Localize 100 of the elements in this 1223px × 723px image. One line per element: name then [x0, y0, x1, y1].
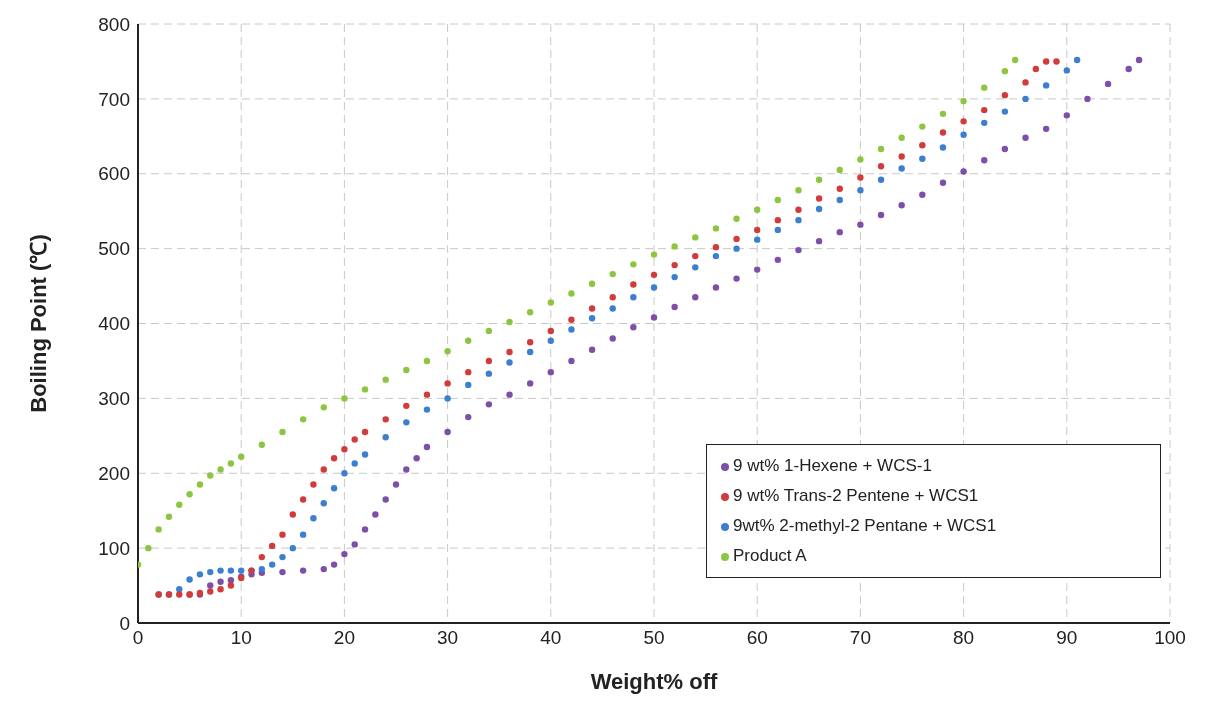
point: [1135, 56, 1143, 64]
y-tick-label: 400: [98, 313, 130, 335]
point: [465, 368, 472, 376]
point: [268, 542, 276, 550]
point: [403, 419, 410, 426]
point: [320, 565, 327, 573]
point: [227, 582, 235, 589]
x-tick-label: 10: [230, 627, 252, 649]
y-tick-label: 800: [98, 13, 130, 35]
x-tick-label: 80: [953, 627, 975, 649]
point: [588, 346, 596, 353]
point: [1084, 95, 1091, 103]
point: [207, 588, 214, 595]
point: [361, 386, 369, 393]
point: [939, 129, 947, 136]
point: [877, 163, 885, 170]
y-tick-label: 700: [98, 88, 130, 110]
point: [382, 496, 389, 503]
y-axis-title: Boiling Point (℃): [25, 234, 51, 413]
point: [981, 119, 988, 127]
point: [960, 97, 967, 105]
point: [836, 185, 843, 192]
point: [207, 568, 214, 576]
point: [217, 586, 224, 593]
point: [526, 380, 534, 387]
point: [919, 155, 926, 162]
point: [165, 513, 173, 520]
point: [630, 281, 637, 288]
point: [774, 216, 782, 224]
point: [382, 376, 389, 383]
point: [1053, 58, 1060, 65]
point: [485, 327, 493, 335]
x-tick-label: 0: [132, 627, 144, 649]
point: [815, 195, 823, 202]
point: [320, 404, 327, 411]
point: [609, 270, 616, 278]
point: [506, 318, 513, 326]
x-tick-label: 90: [1056, 627, 1078, 649]
point: [227, 460, 235, 467]
point: [196, 481, 204, 488]
point: [299, 531, 307, 538]
point: [330, 561, 338, 568]
point: [774, 256, 782, 264]
point: [774, 226, 782, 234]
point: [526, 339, 534, 346]
point: [186, 576, 193, 583]
point: [712, 284, 720, 291]
point: [815, 237, 823, 245]
point: [1012, 56, 1019, 64]
point: [857, 221, 864, 228]
point: [176, 501, 183, 508]
point: [630, 261, 637, 268]
point: [155, 526, 162, 533]
point: [630, 294, 637, 301]
point: [609, 305, 616, 312]
point: [1042, 58, 1050, 65]
point: [299, 496, 307, 503]
point: [341, 446, 348, 453]
x-tick-label: 50: [643, 627, 665, 649]
point: [1042, 82, 1050, 89]
point: [485, 357, 493, 365]
point: [1001, 145, 1009, 153]
x-tick-label: 100: [1154, 627, 1186, 649]
legend-label: 9 wt% 1-Hexene + WCS-1: [733, 456, 932, 475]
x-tick-label: 40: [540, 627, 562, 649]
point: [361, 451, 369, 458]
point: [289, 511, 296, 518]
point: [919, 142, 926, 149]
point: [423, 391, 431, 398]
point: [547, 299, 554, 306]
point: [330, 485, 338, 492]
x-tick-label: 60: [746, 627, 768, 649]
point: [526, 309, 534, 316]
point: [1063, 67, 1070, 74]
point: [465, 413, 472, 421]
point: [1073, 56, 1081, 64]
point: [588, 280, 596, 288]
point: [310, 481, 317, 488]
point: [960, 131, 967, 139]
point: [650, 271, 658, 279]
point: [1022, 95, 1029, 103]
point: [712, 225, 720, 232]
point: [299, 567, 307, 574]
point: [692, 234, 699, 241]
point: [650, 314, 658, 321]
point: [795, 216, 802, 224]
point: [423, 443, 431, 451]
point: [712, 243, 720, 251]
point: [382, 434, 389, 441]
point: [630, 324, 637, 331]
point: [423, 406, 431, 413]
point: [330, 455, 338, 462]
point: [485, 401, 493, 408]
point: [671, 303, 678, 311]
point: [671, 273, 678, 281]
point: [372, 511, 379, 518]
point: [754, 236, 761, 243]
point: [568, 326, 575, 333]
point: [939, 144, 947, 151]
point: [320, 500, 327, 507]
